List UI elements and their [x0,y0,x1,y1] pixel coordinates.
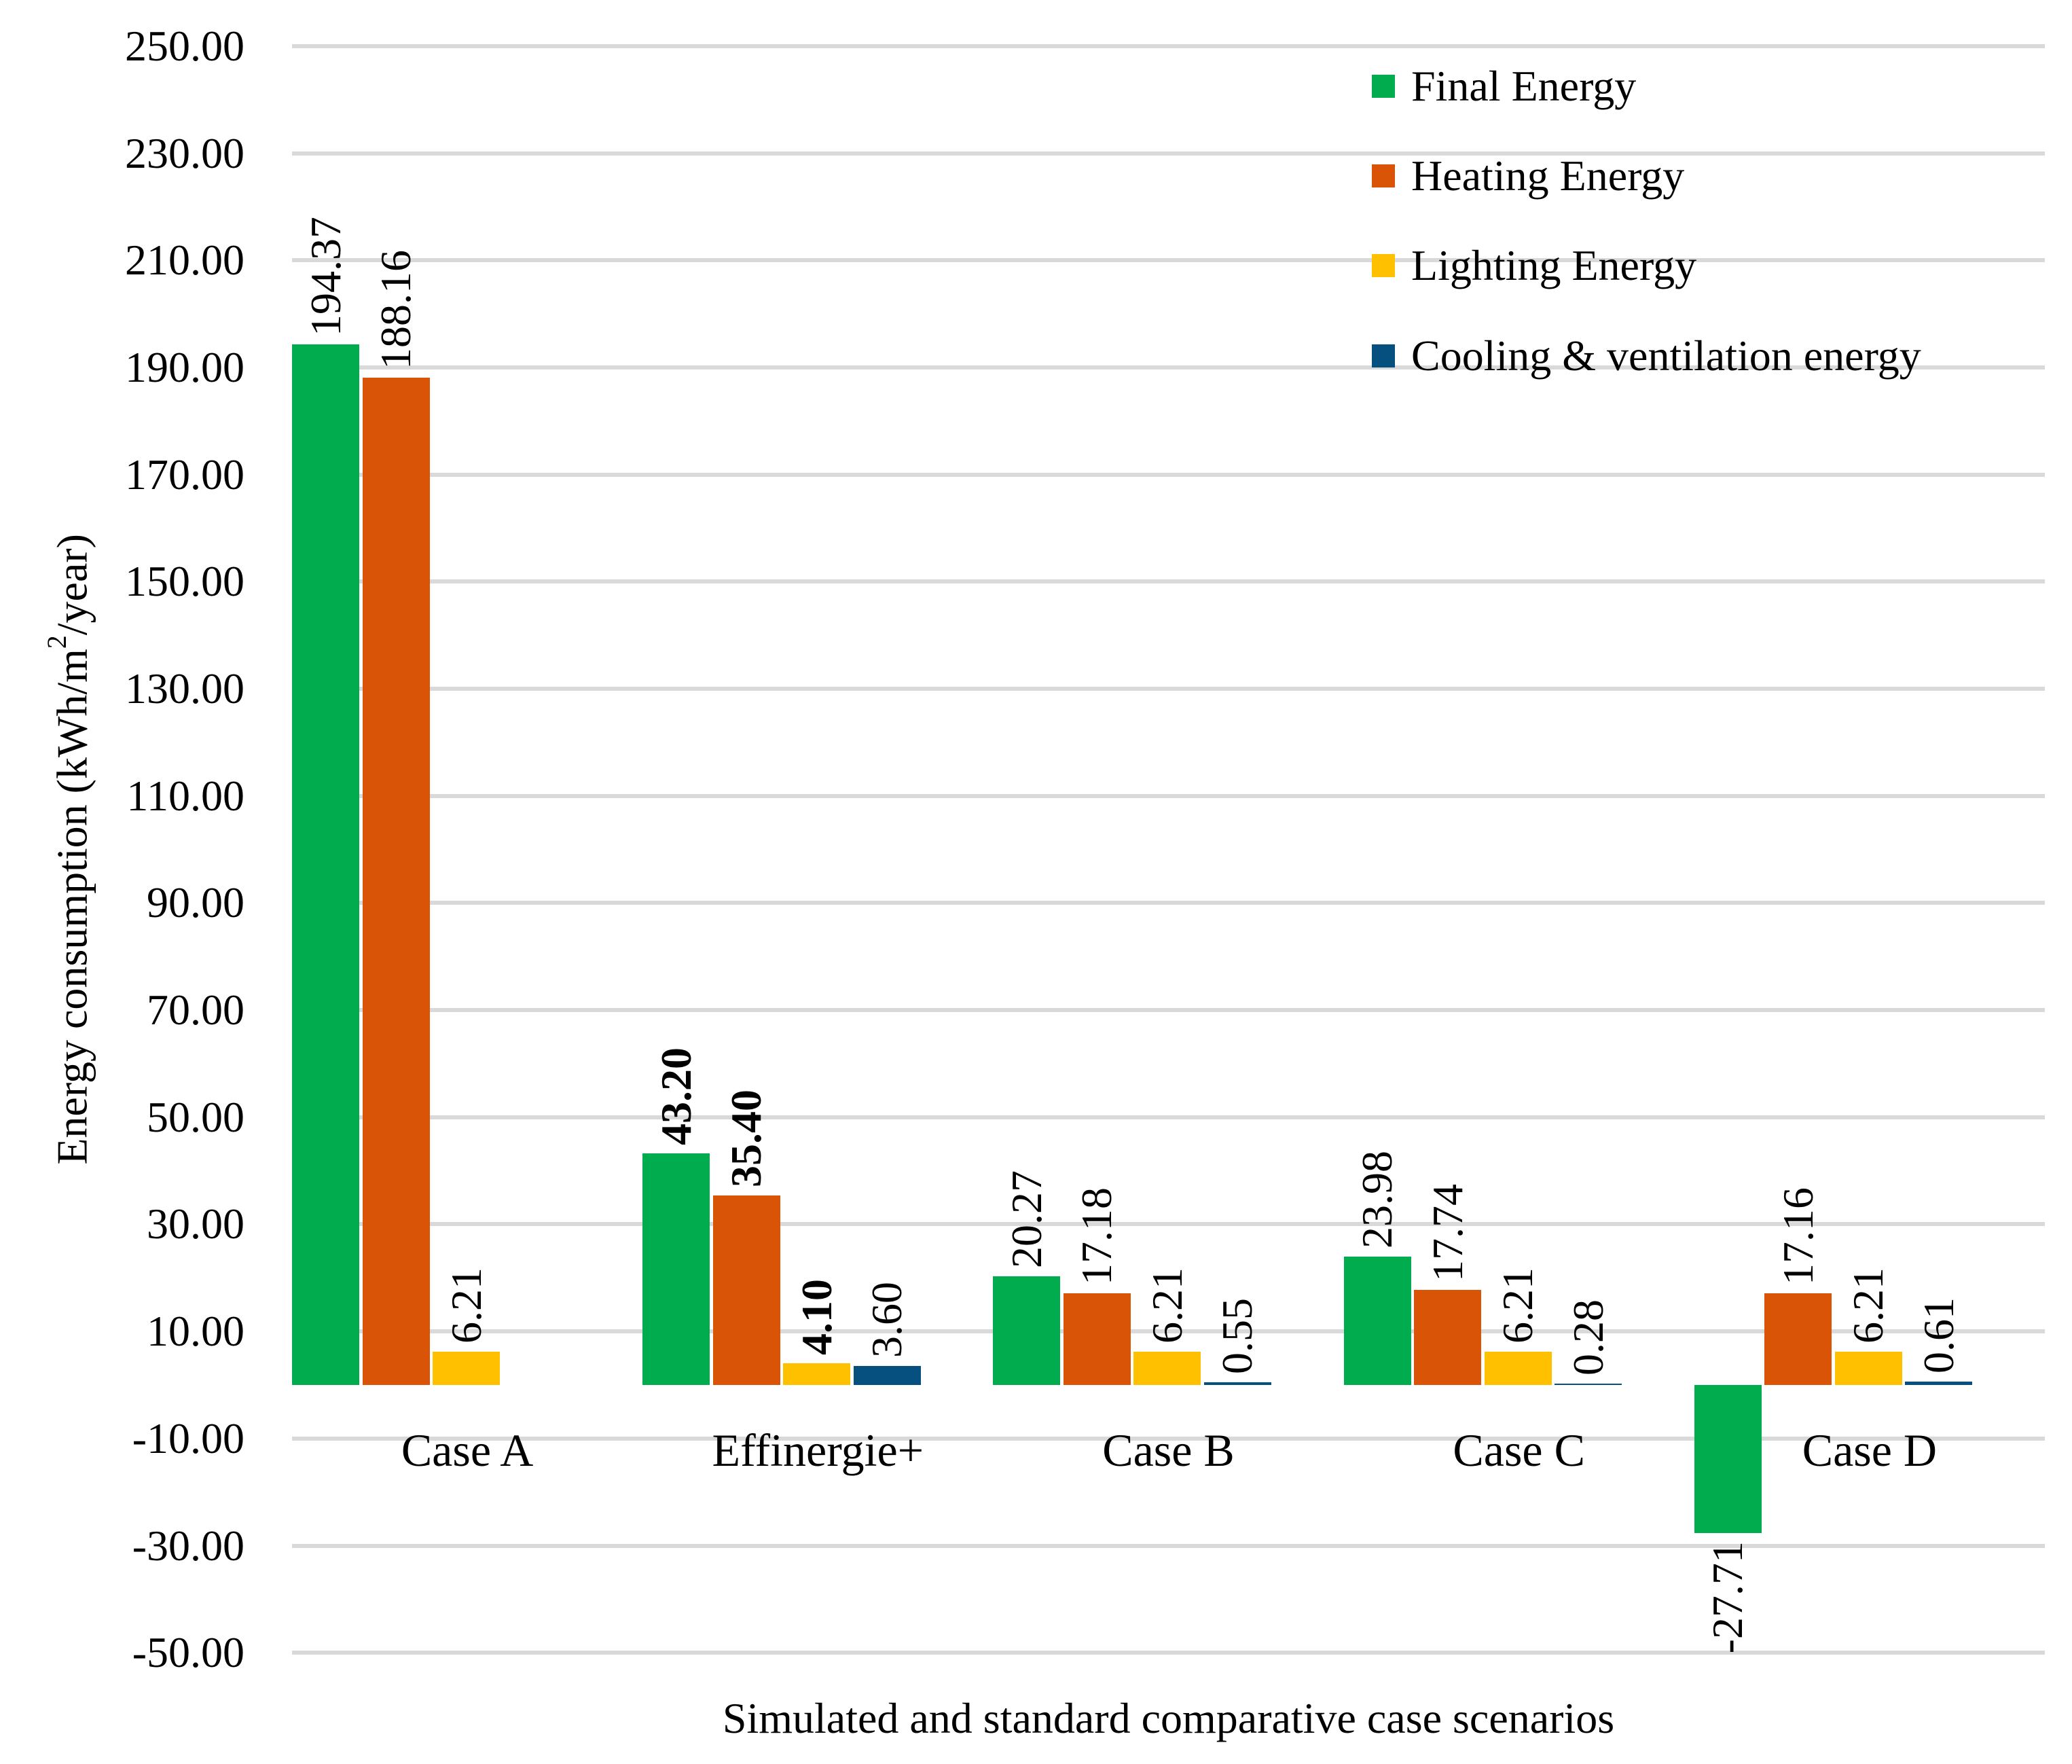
bar-value-label: 194.37 [301,216,350,336]
bar-value-label: 3.60 [862,1281,911,1358]
bar-value-label: 0.55 [1213,1297,1262,1374]
y-axis-title-superscript: 2 [41,635,72,649]
x-axis-category-label: Effinergie+ [712,1424,924,1476]
bar [1133,1352,1201,1385]
y-axis-tick-label: -10.00 [132,1414,244,1462]
legend-entry: Final Energy [1372,58,1636,115]
bar [1063,1293,1131,1385]
x-axis-category-label: Case B [1102,1424,1235,1476]
y-axis-tick-label: 10.00 [147,1307,244,1356]
y-axis-tick-label: 130.00 [125,664,244,713]
bar-value-label: 4.10 [792,1278,841,1355]
gridline [292,365,2045,370]
bar [362,377,430,1385]
x-axis-category-label: Case C [1453,1424,1585,1476]
bar [993,1276,1061,1385]
y-axis-tick-label: 250.00 [125,22,244,70]
bar-value-label: 23.98 [1353,1150,1402,1248]
gridline [292,472,2045,477]
x-axis-category-label: Case D [1802,1424,1938,1476]
bar [1764,1293,1832,1385]
bar-value-label: 20.27 [1002,1170,1051,1269]
bar [1484,1352,1552,1385]
y-axis-tick-label: 30.00 [147,1200,244,1248]
bar [1414,1290,1482,1385]
y-axis-title: Energy consumption (kWh/m2/year) [30,534,99,1165]
legend-marker-icon [1372,254,1395,277]
bar [712,1195,780,1385]
legend-marker-icon [1372,75,1395,98]
gridline [292,1651,2045,1655]
legend-entry: Heating Energy [1372,147,1684,204]
y-axis-tick-label: 90.00 [147,878,244,927]
gridline [292,1115,2045,1119]
bar-value-label: 0.61 [1914,1297,1963,1374]
bar [1694,1385,1762,1534]
bar [1203,1382,1271,1385]
gridline [292,687,2045,691]
bar [433,1352,500,1385]
y-axis-tick-label: 110.00 [126,771,244,820]
bar [1905,1382,1973,1385]
bar-value-label: 6.21 [1142,1267,1191,1344]
legend-label: Cooling & ventilation energy [1411,331,1921,380]
legend-entry: Lighting Energy [1372,237,1696,294]
bar [1555,1383,1622,1385]
bar-value-label: 6.21 [1844,1267,1893,1344]
y-axis-tick-label: 170.00 [125,450,244,499]
legend-entry: Cooling & ventilation energy [1372,327,1921,384]
gridline [292,1543,2045,1548]
legend-marker-icon [1372,164,1395,187]
legend-marker-icon [1372,344,1395,367]
bar [1834,1352,1902,1385]
y-axis-tick-label: 210.00 [125,236,244,285]
legend-label: Final Energy [1411,62,1637,110]
gridline [292,793,2045,798]
x-axis-title: Simulated and standard comparative case … [722,1694,1615,1742]
gridline [292,1008,2045,1013]
bar-value-label: 17.74 [1423,1184,1472,1282]
y-axis-tick-label: 150.00 [125,557,244,606]
bar-value-label: 17.16 [1773,1187,1822,1285]
gridline [292,151,2045,156]
gridline [292,44,2045,48]
gridline [292,901,2045,905]
bar [853,1365,921,1385]
bar-value-label: 0.28 [1563,1299,1612,1375]
bar-value-label: -27.71 [1703,1541,1752,1654]
bar [783,1363,851,1385]
legend-label: Lighting Energy [1411,241,1697,289]
gridline [292,1222,2045,1227]
legend-label: Heating Energy [1411,151,1685,200]
bar [1343,1256,1411,1385]
gridline [292,1329,2045,1334]
bar-value-label: 35.40 [722,1089,771,1187]
gridline [292,258,2045,263]
gridline [292,579,2045,584]
y-axis-tick-label: 50.00 [147,1092,244,1141]
bar-value-label: 6.21 [1493,1267,1542,1344]
y-axis-title-box: Energy consumption (kWh/m2/year) [34,46,96,1653]
bar-value-label: 43.20 [651,1047,700,1146]
y-axis-tick-label: 190.00 [125,343,244,392]
bar-value-label: 6.21 [441,1267,490,1344]
bar-value-label: 17.18 [1072,1187,1121,1285]
y-axis-tick-label: -50.00 [132,1628,244,1677]
y-axis-tick-label: -30.00 [132,1521,244,1570]
bar-value-label: 188.16 [371,249,420,370]
gridline [292,1436,2045,1441]
x-axis-category-label: Case A [401,1424,534,1476]
y-axis-tick-label: 230.00 [125,128,244,177]
y-axis-tick-label: 70.00 [147,986,244,1034]
bar [292,344,359,1385]
bar [642,1153,710,1385]
